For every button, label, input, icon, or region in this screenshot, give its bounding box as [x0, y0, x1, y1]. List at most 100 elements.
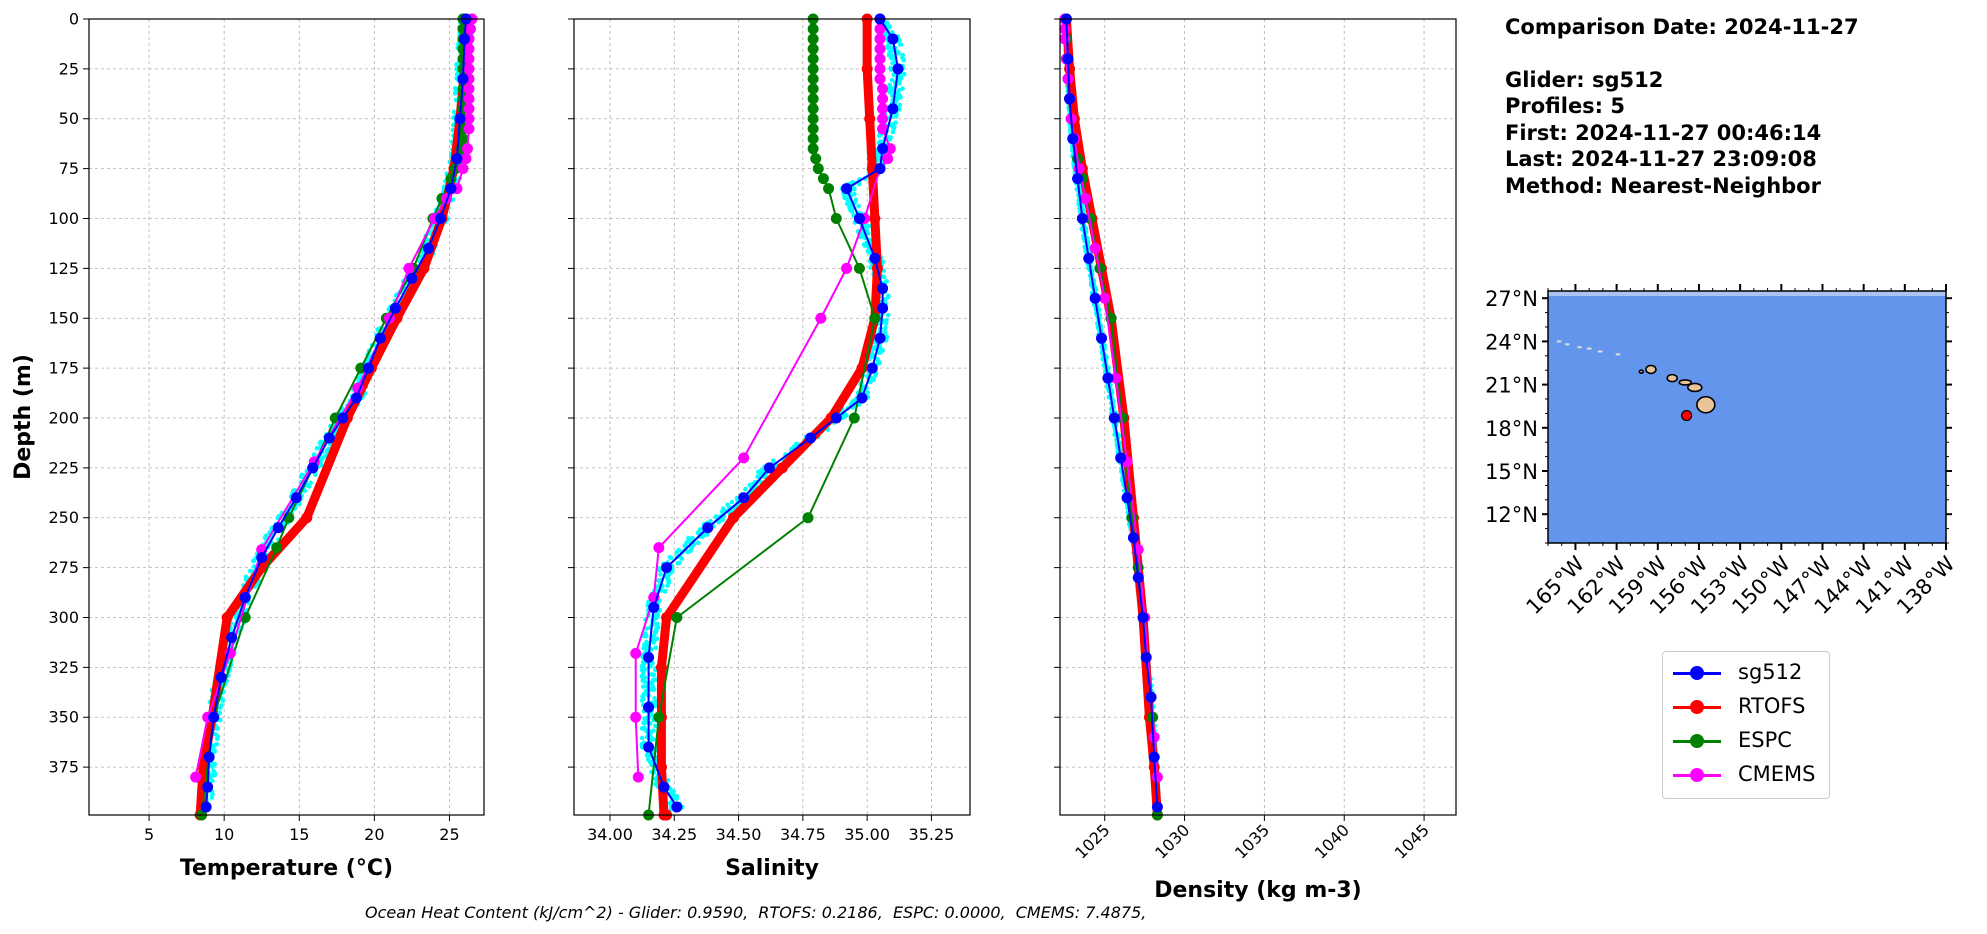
- glider-raw-point: [640, 684, 646, 689]
- island: [1638, 369, 1645, 374]
- glider-raw-point: [866, 223, 872, 229]
- y-tick-label: 100: [48, 209, 79, 228]
- glider-raw-point: [893, 114, 899, 119]
- data-point-cmems: [460, 153, 472, 165]
- series-line-sg512: [1065, 18, 1159, 809]
- data-point-sg512: [1102, 372, 1114, 384]
- data-point-sg512: [1115, 452, 1127, 464]
- glider-raw-point: [889, 77, 895, 83]
- glider-raw-point: [649, 672, 655, 677]
- data-point-sg512: [702, 522, 714, 534]
- glider-raw-point: [640, 666, 645, 672]
- data-point-sg512: [661, 562, 673, 574]
- glider-raw-point: [685, 549, 690, 555]
- data-point-cmems: [463, 43, 475, 55]
- glider-raw-point: [639, 726, 645, 731]
- glider-position-marker: [1681, 409, 1693, 422]
- glider-raw-point: [220, 698, 226, 703]
- glider-raw-point: [771, 458, 776, 464]
- data-point-cmems: [877, 83, 889, 95]
- data-point-cmems: [1059, 23, 1071, 35]
- data-point-cmems: [463, 83, 475, 95]
- data-point-rtofs: [864, 113, 876, 125]
- data-point-sg512: [648, 602, 660, 614]
- glider-raw-point: [844, 196, 850, 202]
- data-point-rtofs: [1064, 63, 1076, 75]
- glider-raw-point: [696, 540, 701, 546]
- data-point-espc: [807, 63, 819, 75]
- legend-item-cmems: CMEMS: [1663, 759, 1829, 793]
- data-point-cmems: [1089, 242, 1101, 254]
- glider-raw-point: [639, 698, 645, 703]
- data-point-sg512: [307, 462, 319, 474]
- series-sg512: [1060, 13, 1163, 813]
- glider-raw-point: [888, 55, 894, 61]
- glider-raw-point: [674, 796, 679, 801]
- y-tick-label: 0: [69, 10, 79, 29]
- data-point-cmems: [841, 262, 853, 274]
- glider-raw-point: [302, 488, 308, 494]
- glider-raw-point: [690, 535, 695, 541]
- x-tick-label: 34.25: [651, 825, 697, 844]
- glider-raw-point: [743, 486, 748, 492]
- data-point-sg512: [239, 592, 251, 604]
- glider-raw-point: [856, 203, 861, 209]
- glider-raw-point: [708, 518, 713, 524]
- data-point-cmems: [1080, 193, 1092, 205]
- series-espc: [643, 13, 881, 821]
- data-point-sg512: [454, 113, 466, 125]
- data-point-rtofs: [869, 212, 881, 224]
- legend-label: ESPC: [1738, 728, 1792, 752]
- glider-raw-point: [418, 254, 424, 260]
- glider-raw-point: [653, 699, 658, 705]
- y-tick-label: 225: [48, 458, 79, 477]
- data-point-sg512: [877, 302, 889, 314]
- data-point-sg512: [1137, 611, 1149, 623]
- glider-raw-point: [884, 279, 889, 284]
- axes-frame: [573, 18, 971, 816]
- glider-raw-point: [898, 42, 903, 47]
- data-point-espc: [823, 183, 835, 195]
- glider-raw-point: [869, 353, 875, 359]
- glider-raw-point: [653, 645, 659, 651]
- data-point-sg512: [1096, 332, 1108, 344]
- data-point-sg512: [457, 73, 469, 85]
- map-ocean: [1548, 291, 1946, 543]
- data-point-espc: [457, 133, 469, 145]
- data-point-cmems: [815, 312, 827, 324]
- glider-raw-point: [720, 517, 725, 523]
- glider-raw-point: [865, 231, 871, 236]
- data-point-espc: [807, 53, 819, 65]
- data-point-rtofs: [655, 661, 667, 673]
- data-point-cmems: [877, 93, 889, 105]
- data-point-sg512: [877, 143, 889, 155]
- glider-raw-point: [657, 567, 662, 573]
- data-point-sg512: [1151, 801, 1163, 813]
- data-point-sg512: [1145, 691, 1157, 703]
- glider-raw-point: [665, 778, 671, 783]
- data-point-sg512: [458, 33, 470, 45]
- data-point-sg512: [422, 242, 434, 254]
- last-time: Last: 2024-11-27 23:09:08: [1505, 147, 1817, 171]
- y-tick-label: 175: [48, 359, 79, 378]
- data-point-cmems: [874, 73, 886, 85]
- legend-label: CMEMS: [1738, 762, 1816, 786]
- x-tick-label: 35.25: [909, 825, 955, 844]
- data-point-sg512: [290, 492, 302, 504]
- data-point-cmems: [463, 93, 475, 105]
- data-point-sg512: [389, 302, 401, 314]
- first-time: First: 2024-11-27 00:46:14: [1505, 120, 1822, 145]
- data-point-sg512: [203, 751, 215, 763]
- glider-raw-point: [640, 660, 646, 665]
- data-point-sg512: [1132, 572, 1144, 584]
- glider-raw-point: [649, 762, 654, 768]
- data-point-sg512: [643, 741, 655, 753]
- series-line-sg512: [647, 18, 899, 809]
- glider-raw-point: [901, 57, 907, 63]
- data-point-espc: [653, 711, 665, 723]
- y-tick-label: 50: [59, 109, 79, 128]
- data-point-sg512: [323, 432, 335, 444]
- glider-raw-point: [890, 129, 896, 135]
- island-speck: [1597, 350, 1603, 353]
- data-point-sg512: [841, 183, 853, 195]
